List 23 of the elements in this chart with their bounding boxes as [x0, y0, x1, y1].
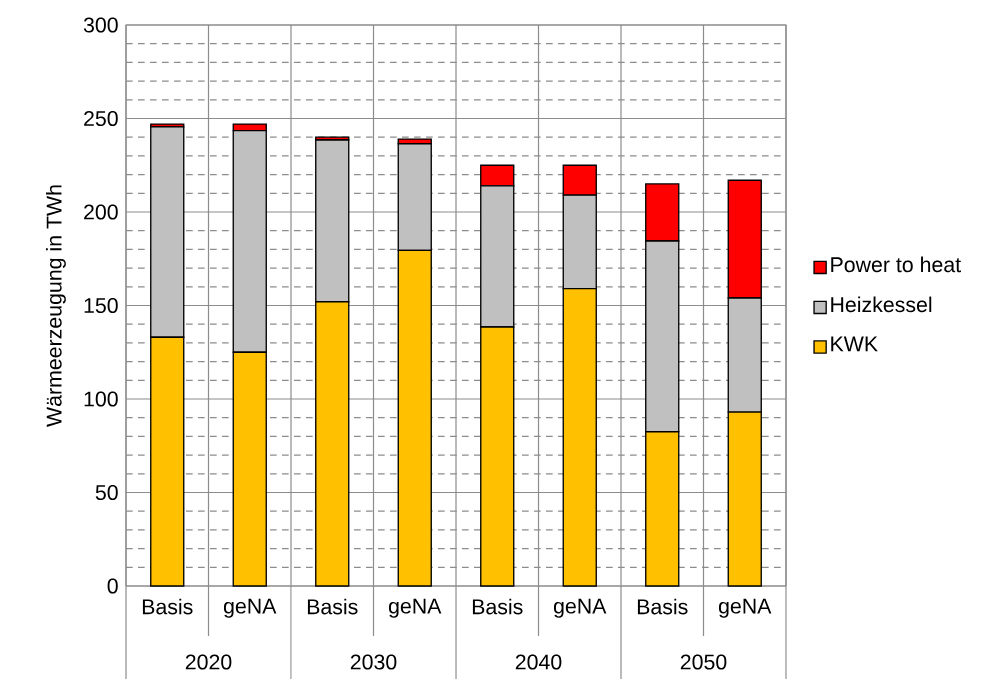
text: 2050 — [680, 654, 727, 670]
y-tick-label: 250 — [84, 110, 118, 127]
y-tick-label: 0 — [107, 578, 118, 594]
y-tick-label: 200 — [84, 204, 118, 220]
x-tick-label: Basis — [307, 598, 358, 615]
x-tick-label: geNA — [718, 598, 772, 618]
y-tick-label: 300 — [83, 17, 118, 33]
text: 2020 — [185, 654, 232, 670]
x-tick-label: geNA — [388, 598, 442, 618]
legend-label: KWK — [831, 336, 878, 352]
text: 2030 — [350, 654, 397, 670]
x-tick-label: geNA — [553, 598, 607, 618]
x-tick-label: Basis — [142, 598, 193, 615]
x-tick-label: geNA — [223, 598, 277, 618]
x-tick-label: Basis — [472, 598, 523, 615]
y-axis-title: Wärmeerzeugung in TWh — [46, 185, 66, 427]
y-tick-label: 100 — [84, 391, 118, 407]
text: 2040 — [515, 654, 562, 670]
y-tick-label: 50 — [95, 484, 118, 501]
legend-label: Heizkessel — [831, 296, 932, 313]
x-tick-label: Basis — [637, 598, 688, 615]
y-tick-label: 150 — [84, 297, 118, 314]
legend-label: Power to heat — [831, 256, 961, 273]
